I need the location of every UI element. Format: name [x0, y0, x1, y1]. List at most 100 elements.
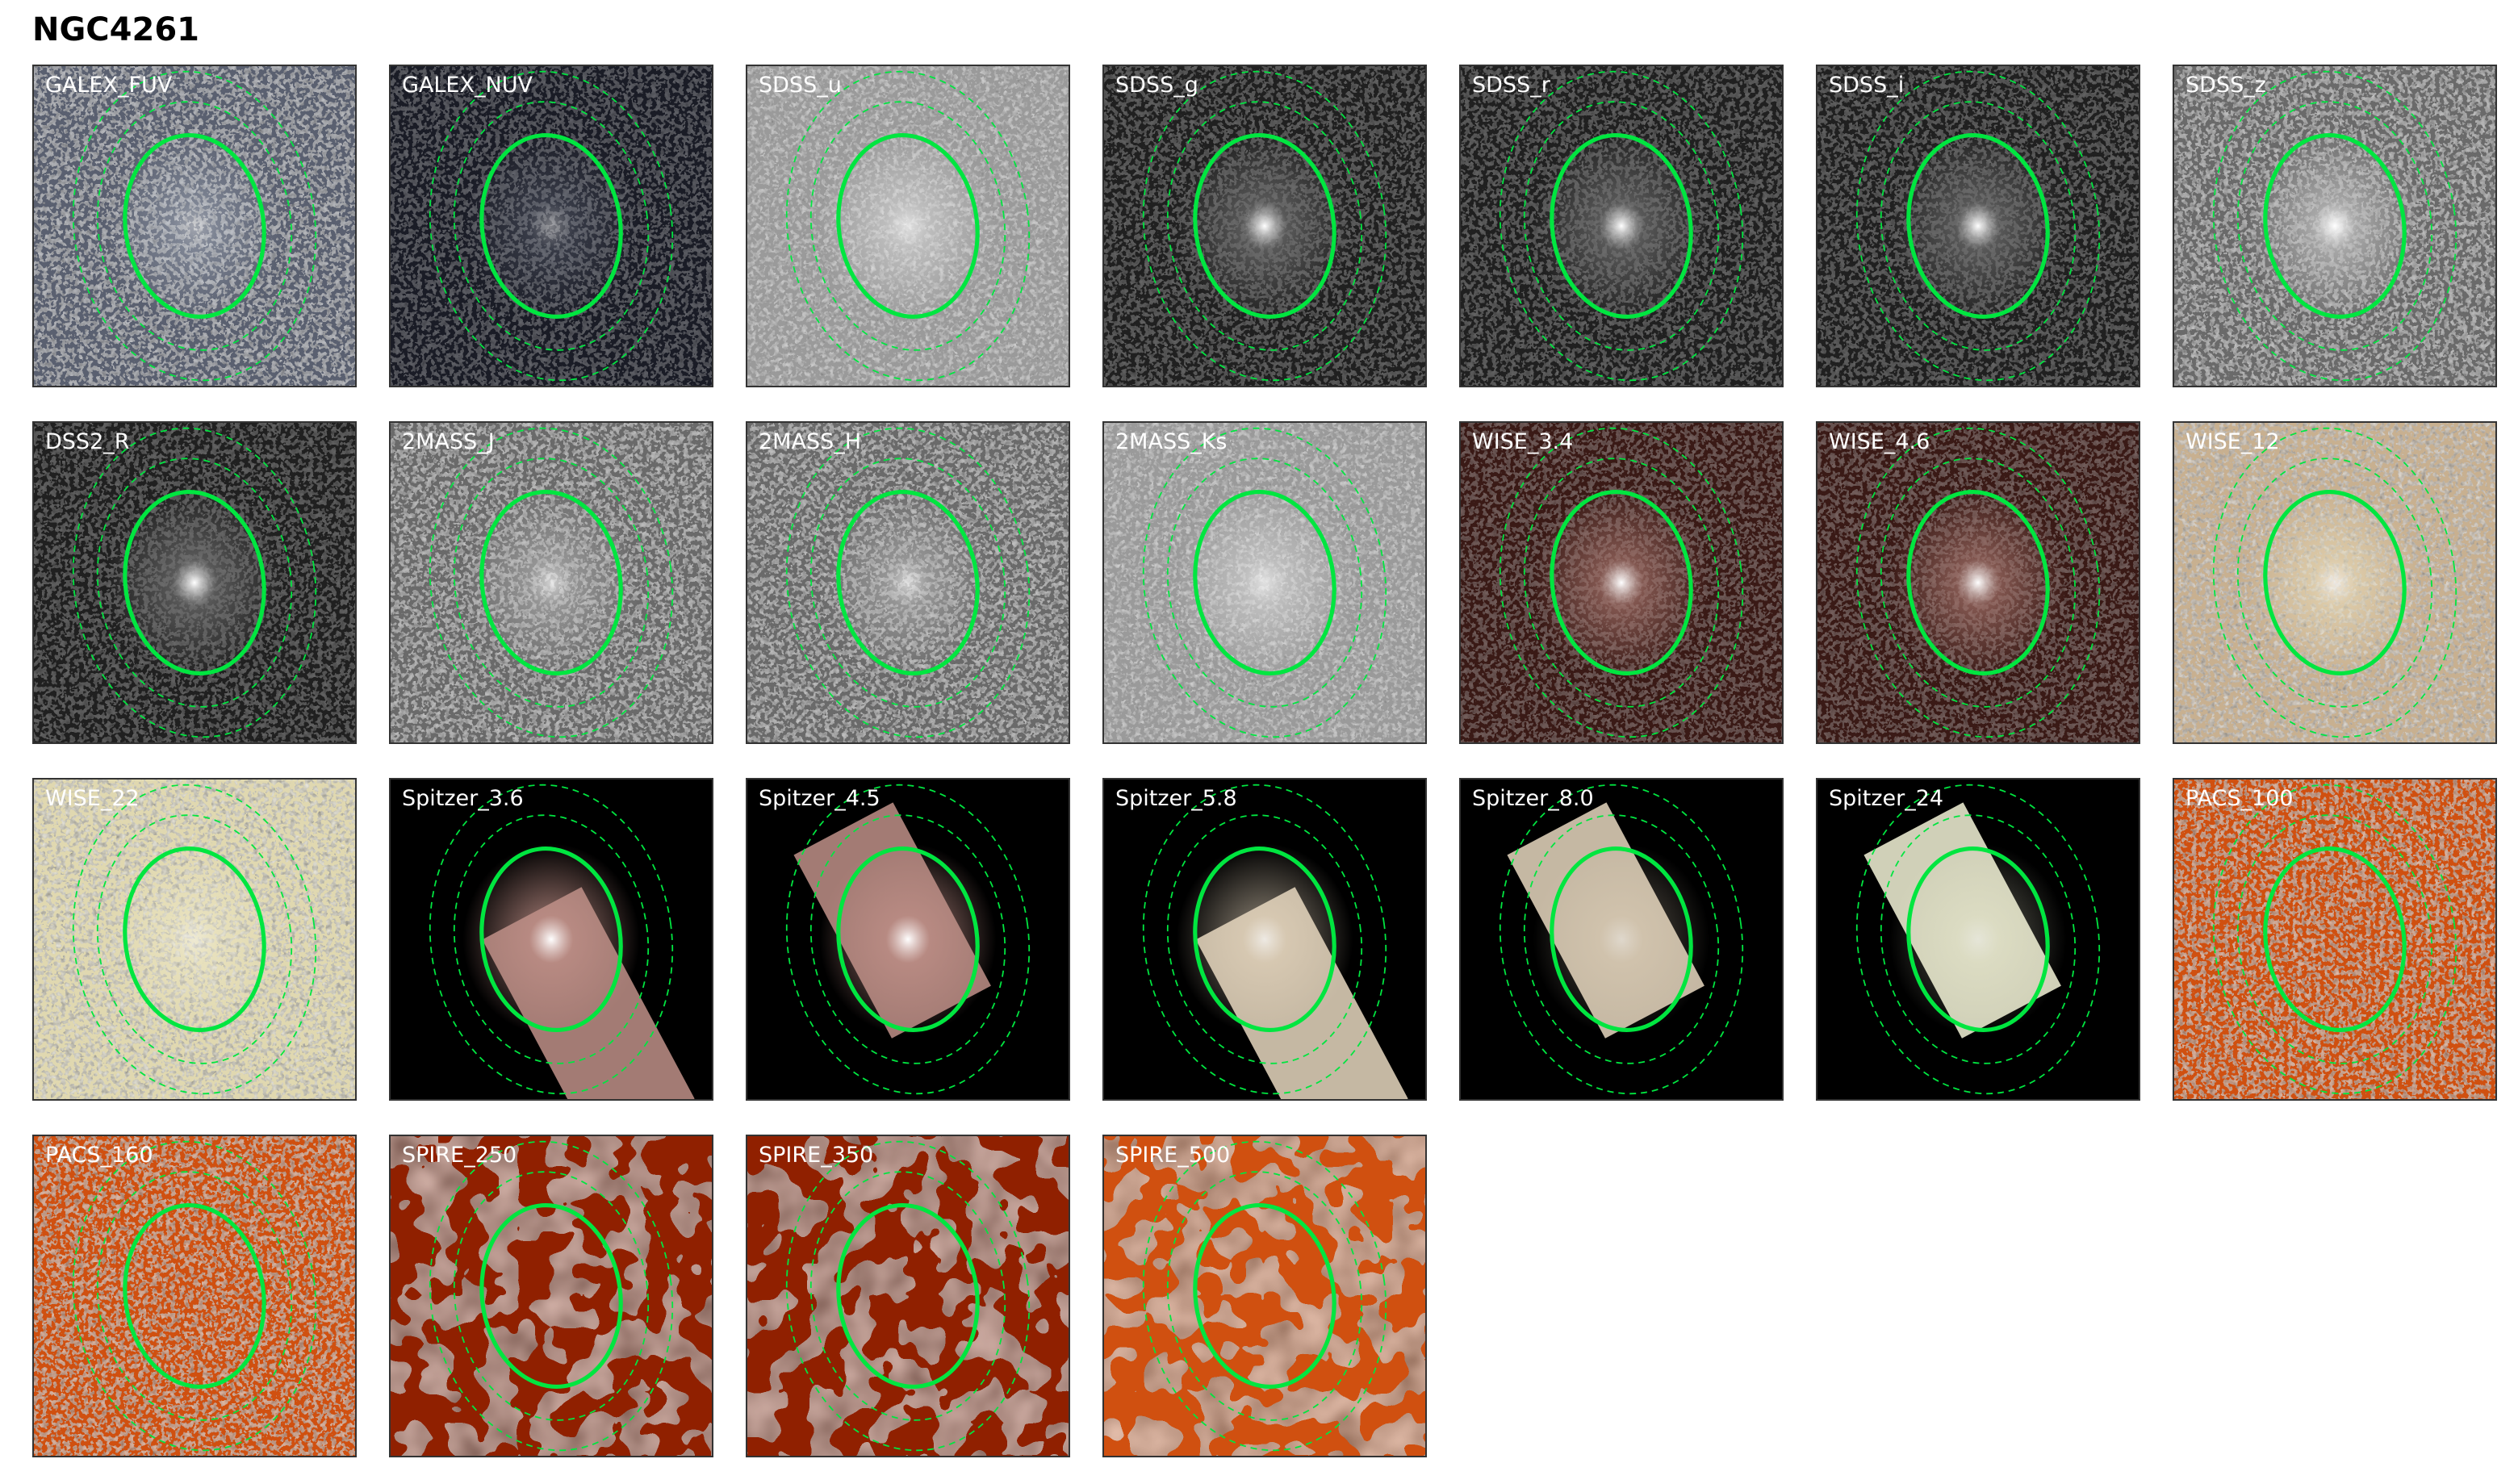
cutout-image: [1817, 780, 2139, 1099]
band-label: Spitzer_3.6: [402, 786, 524, 811]
aperture-ellipse: [1906, 133, 2050, 319]
cutout-image: [1104, 1136, 1425, 1456]
aperture-ellipse: [1550, 847, 1693, 1032]
aperture-ellipse: [836, 847, 980, 1032]
cutout-image: [1461, 66, 1782, 386]
background-inner-ellipse: [1166, 814, 1363, 1064]
cutout-panel: PACS_160: [32, 1135, 357, 1457]
band-label: Spitzer_24: [1829, 786, 1944, 811]
cutout-panel: GALEX_FUV: [32, 65, 357, 387]
aperture-ellipse: [1906, 490, 2050, 675]
galaxy-glow: [1176, 1200, 1353, 1392]
band-label: SDSS_g: [1115, 73, 1198, 98]
aperture-ellipse: [1550, 133, 1693, 319]
cutout-panel: Spitzer_3.6: [389, 778, 713, 1101]
cutout-image: [391, 780, 712, 1099]
cutout-image: [1461, 423, 1782, 742]
background-outer-ellipse: [429, 784, 674, 1095]
background-outer-ellipse: [2212, 70, 2457, 382]
background-inner-ellipse: [1523, 458, 1720, 708]
galaxy-glow: [462, 843, 640, 1035]
cutout-panel: SDSS_i: [1816, 65, 2140, 387]
band-label: SPIRE_350: [759, 1143, 874, 1168]
cutout-image: [34, 66, 355, 386]
background-outer-ellipse: [72, 70, 317, 382]
cutout-image: [1104, 780, 1425, 1099]
aperture-ellipse: [2263, 847, 2407, 1032]
background-outer-ellipse: [1142, 1140, 1387, 1452]
background-inner-ellipse: [1523, 101, 1720, 351]
background-inner-ellipse: [96, 458, 293, 708]
background-outer-ellipse: [785, 70, 1031, 382]
cutout-panel: WISE_3.4: [1459, 421, 1784, 744]
band-label: WISE_12: [2185, 429, 2280, 454]
band-label: Spitzer_8.0: [1472, 786, 1594, 811]
galaxy-glow: [1176, 487, 1353, 679]
cutout-panel: SPIRE_500: [1102, 1135, 1427, 1457]
cutout-panel: Spitzer_24: [1816, 778, 2140, 1101]
cutout-image: [391, 1136, 712, 1456]
background-outer-ellipse: [1855, 427, 2101, 738]
aperture-ellipse: [836, 1203, 980, 1389]
band-label: 2MASS_Ks: [1115, 429, 1228, 454]
background-outer-ellipse: [72, 1140, 317, 1452]
cutout-image: [1104, 423, 1425, 742]
galaxy-glow: [462, 1200, 640, 1392]
galaxy-glow: [2246, 130, 2424, 322]
cutout-panel: SDSS_r: [1459, 65, 1784, 387]
cutout-panel: GALEX_NUV: [389, 65, 713, 387]
band-label: WISE_3.4: [1472, 429, 1574, 454]
aperture-ellipse: [836, 490, 980, 675]
band-label: GALEX_FUV: [45, 73, 173, 98]
background-inner-ellipse: [809, 458, 1006, 708]
band-label: DSS2_R: [45, 429, 130, 454]
background-inner-ellipse: [1166, 101, 1363, 351]
cutout-panel: SPIRE_350: [746, 1135, 1070, 1457]
galaxy-glow: [1176, 843, 1353, 1035]
background-inner-ellipse: [96, 101, 293, 351]
background-inner-ellipse: [2236, 458, 2433, 708]
aperture-ellipse: [479, 490, 623, 675]
background-outer-ellipse: [429, 70, 674, 382]
background-outer-ellipse: [72, 427, 317, 738]
background-outer-ellipse: [429, 1140, 674, 1452]
background-inner-ellipse: [96, 1171, 293, 1421]
galaxy-glow: [1176, 130, 1353, 322]
background-inner-ellipse: [809, 814, 1006, 1064]
aperture-ellipse: [836, 133, 980, 319]
band-label: SPIRE_250: [402, 1143, 517, 1168]
cutout-image: [34, 780, 355, 1099]
cutout-image: [1817, 66, 2139, 386]
background-outer-ellipse: [1142, 427, 1387, 738]
background-inner-ellipse: [2236, 814, 2433, 1064]
cutout-image: [1461, 780, 1782, 1099]
galaxy-glow: [106, 843, 283, 1035]
background-outer-ellipse: [2212, 427, 2457, 738]
cutout-panel: 2MASS_Ks: [1102, 421, 1427, 744]
cutout-image: [34, 423, 355, 742]
galaxy-glow: [819, 843, 997, 1035]
band-label: 2MASS_J: [402, 429, 495, 454]
galaxy-glow: [819, 487, 997, 679]
galaxy-glow: [2246, 487, 2424, 679]
galaxy-glow: [1533, 130, 1710, 322]
cutout-panel: SPIRE_250: [389, 1135, 713, 1457]
band-label: WISE_22: [45, 786, 140, 811]
band-label: SDSS_z: [2185, 73, 2266, 98]
figure-title: NGC4261: [32, 11, 199, 48]
cutout-image: [34, 1136, 355, 1456]
cutout-image: [747, 1136, 1069, 1456]
galaxy-glow: [462, 130, 640, 322]
galaxy-glow: [819, 1200, 997, 1392]
aperture-ellipse: [1193, 490, 1336, 675]
background-outer-ellipse: [1499, 427, 1744, 738]
band-label: SDSS_u: [759, 73, 842, 98]
background-outer-ellipse: [2212, 784, 2457, 1095]
band-label: PACS_160: [45, 1143, 153, 1168]
band-label: Spitzer_5.8: [1115, 786, 1237, 811]
background-inner-ellipse: [809, 101, 1006, 351]
background-inner-ellipse: [453, 1171, 650, 1421]
background-inner-ellipse: [1166, 1171, 1363, 1421]
aperture-ellipse: [2263, 490, 2407, 675]
cutout-panel: DSS2_R: [32, 421, 357, 744]
